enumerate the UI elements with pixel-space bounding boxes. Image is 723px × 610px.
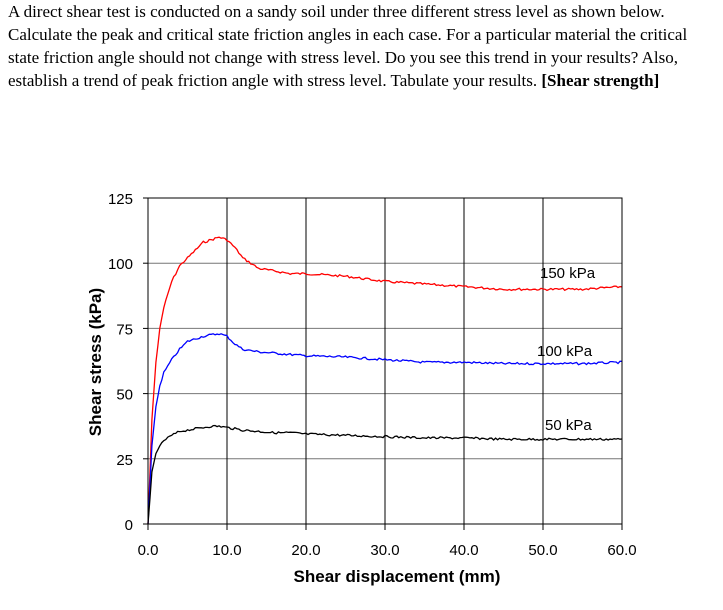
x-tick-label: 0.0 xyxy=(138,542,159,559)
series-labels: 150 kPa 100 kPa 50 kPa xyxy=(537,265,596,434)
x-axis-title: Shear displacement (mm) xyxy=(294,567,501,586)
y-tick-label: 0 xyxy=(125,517,133,534)
y-tick-label: 25 xyxy=(116,452,133,469)
x-tick-label: 40.0 xyxy=(449,542,478,559)
x-tick-label: 20.0 xyxy=(291,542,320,559)
series-line-150-kpa xyxy=(147,236,623,525)
series-line-100-kpa xyxy=(147,333,622,525)
y-tick-label: 50 xyxy=(116,387,133,404)
question-tag: [Shear strength] xyxy=(541,71,660,90)
question-text: A direct shear test is conducted on a sa… xyxy=(8,0,716,92)
axes xyxy=(143,197,623,530)
x-tick-label: 50.0 xyxy=(528,542,557,559)
series-line-50-kpa xyxy=(147,424,623,525)
x-tick-label: 30.0 xyxy=(370,542,399,559)
y-tick-label: 75 xyxy=(116,321,133,338)
grid xyxy=(148,198,622,524)
question-body: A direct shear test is conducted on a sa… xyxy=(8,2,688,90)
y-tick-label: 125 xyxy=(108,191,133,208)
x-tick-label: 10.0 xyxy=(212,542,241,559)
series-label-50-kpa: 50 kPa xyxy=(545,417,592,434)
x-tick-labels: 0.0 10.0 20.0 30.0 40.0 50.0 60.0 xyxy=(138,542,637,559)
x-tick-label: 60.0 xyxy=(607,542,636,559)
series-label-100-kpa: 100 kPa xyxy=(537,343,593,360)
y-tick-labels: 0 25 50 75 100 125 xyxy=(108,191,133,534)
y-tick-label: 100 xyxy=(108,256,133,273)
series-lines xyxy=(147,236,623,525)
y-axis-title: Shear stress (kPa) xyxy=(86,288,105,436)
plot-frame xyxy=(147,197,623,525)
series-label-150-kpa: 150 kPa xyxy=(540,265,596,282)
